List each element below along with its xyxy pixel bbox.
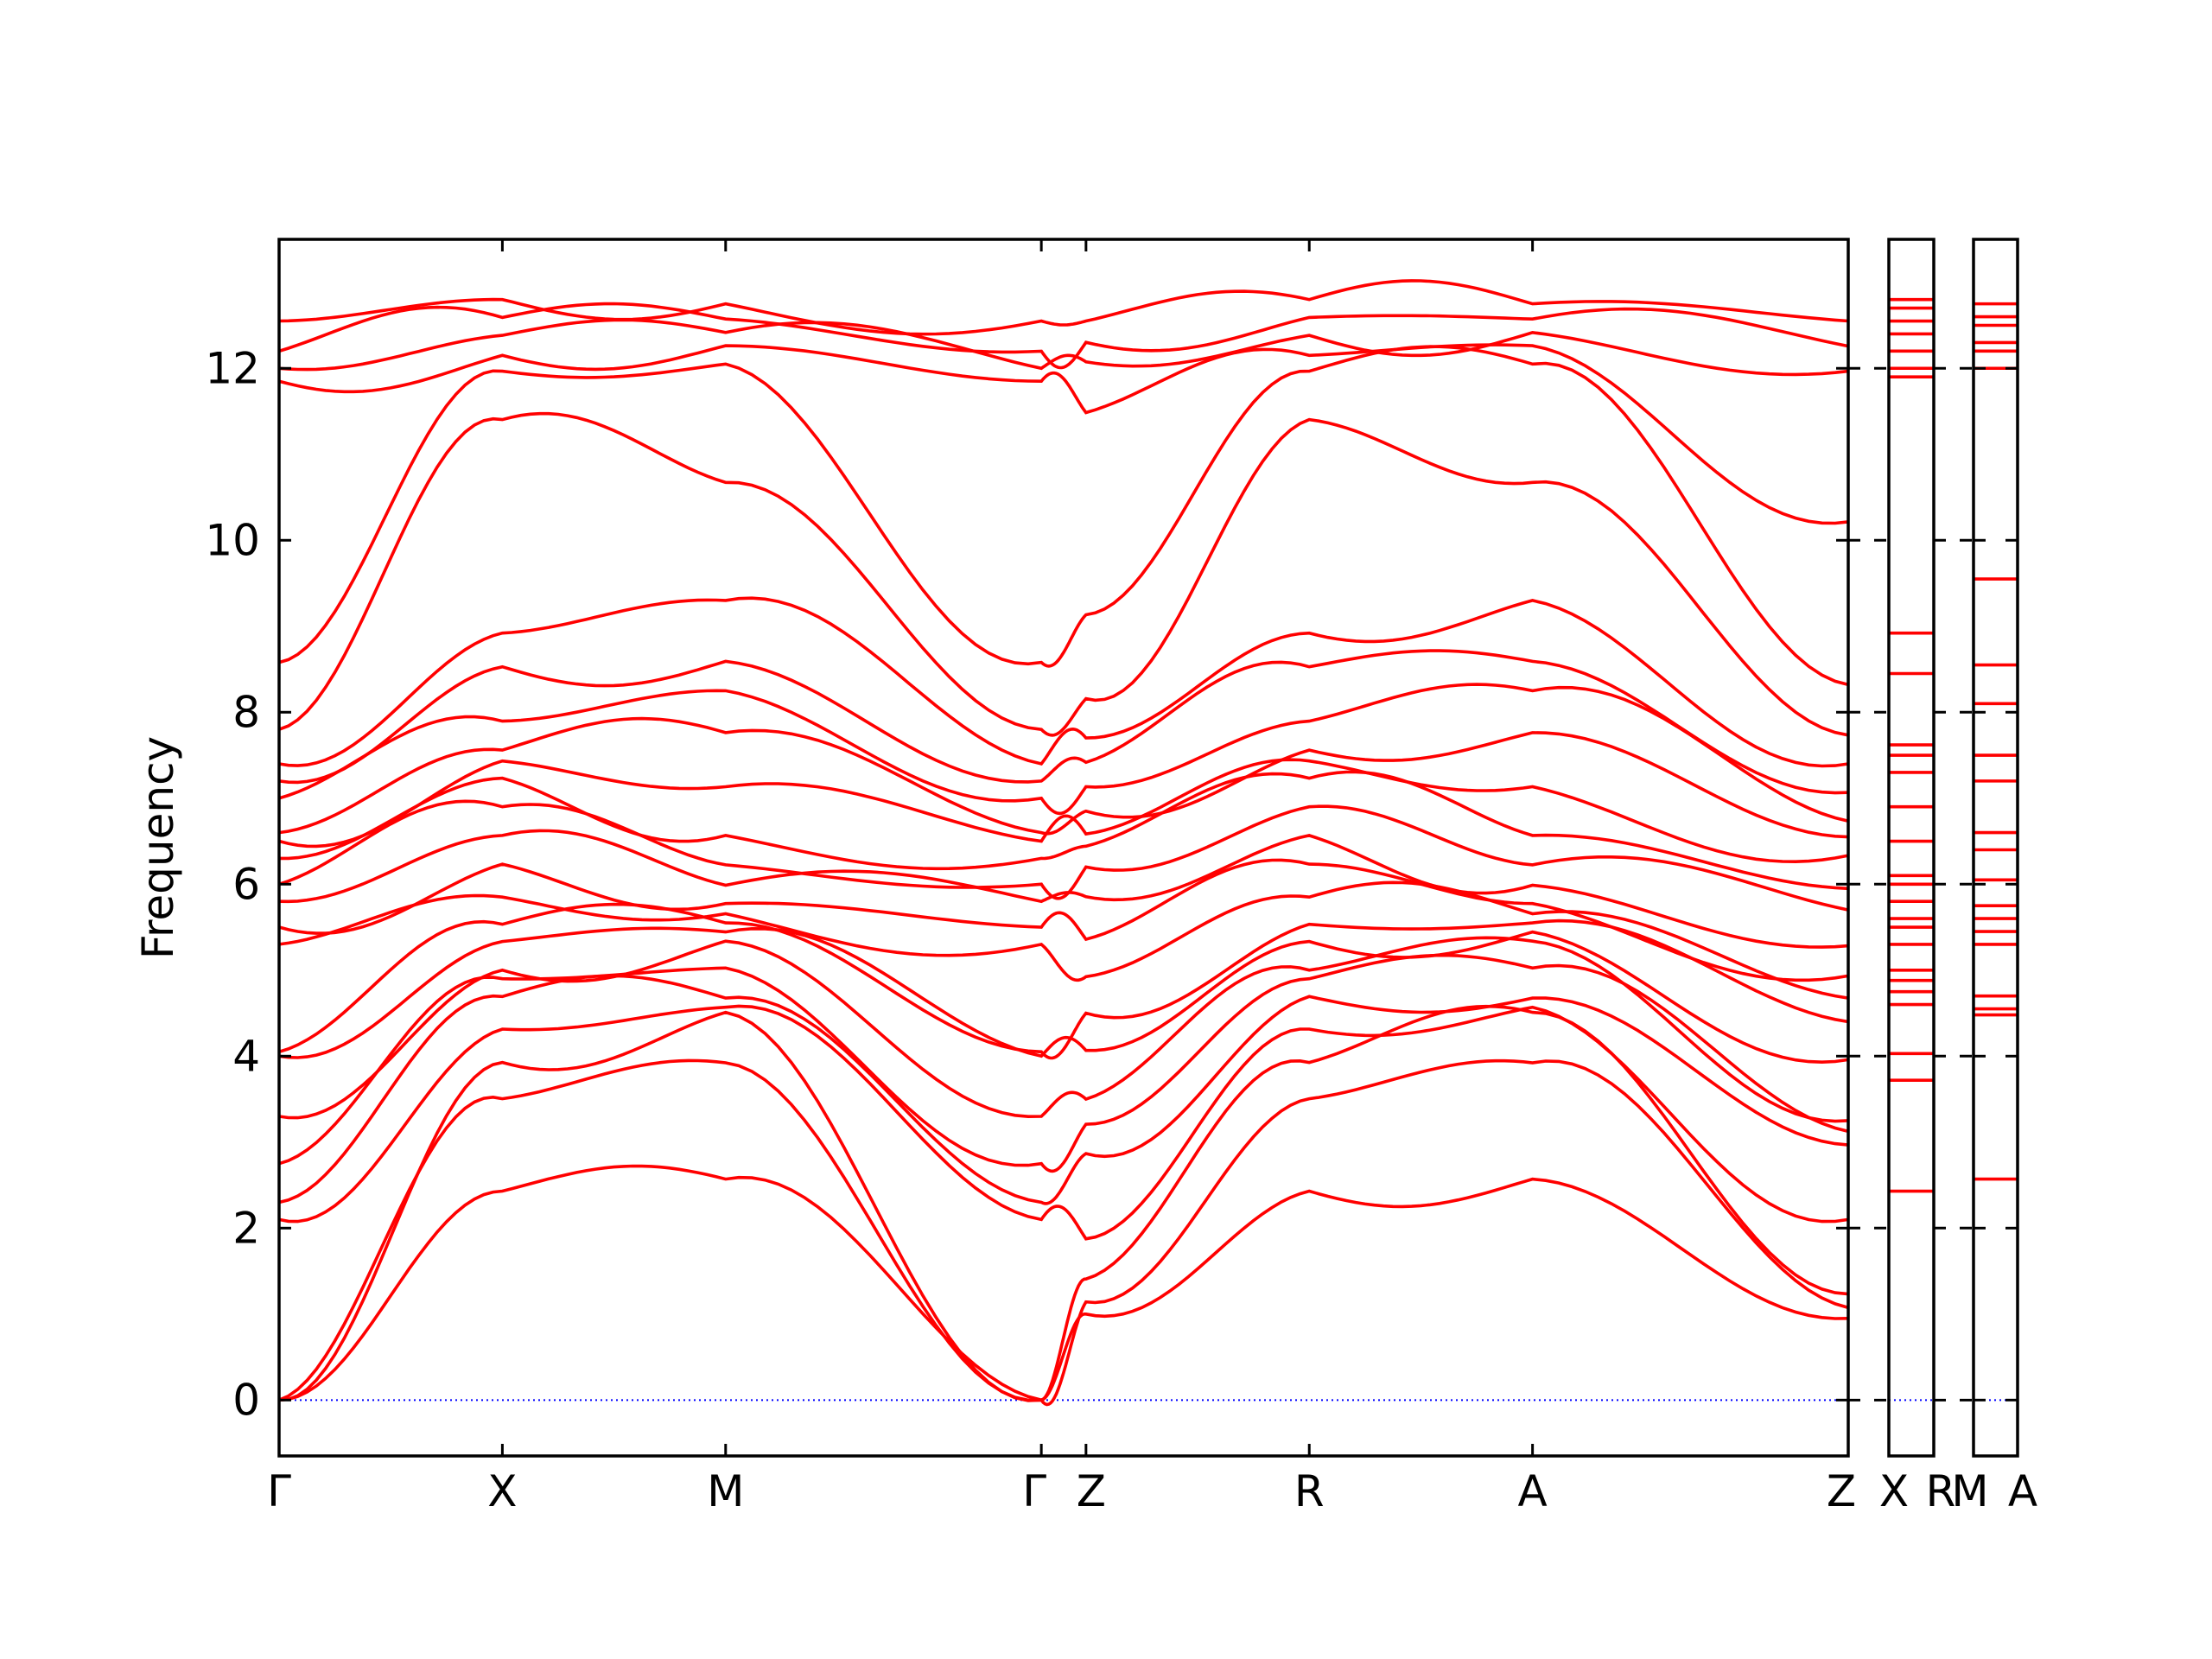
band-line [278,716,1849,839]
band-line [278,926,1849,1065]
panel-frames [277,238,2019,1458]
band-line [278,858,1849,982]
band-line [278,974,1849,1205]
x-tick-label: M [707,1466,744,1516]
band-line [278,596,1849,768]
y-tick-label: 12 [205,343,260,393]
y-tick-label: 8 [232,687,260,737]
band-line [279,770,1849,891]
panel-tick-dashes [1848,366,2018,1402]
x-tick-label: A [1518,1466,1548,1516]
x-tick-label: Z [1077,1466,1106,1516]
panel-frame [1972,238,2019,1458]
band-line [278,649,1849,795]
y-axis-label: Frequency [133,736,183,959]
y-tick-label: 0 [232,1375,260,1425]
band-line [278,683,1849,823]
band-line [278,345,1849,687]
band-line [278,829,1849,949]
band-line [278,1004,1849,1241]
x-tick-label: X [1879,1466,1909,1516]
band-line [278,1058,1849,1407]
band-line [278,902,1849,1060]
panel-frame [1887,238,1936,1458]
x-tick-label: R [1926,1466,1956,1516]
y-tick-label: 2 [232,1203,260,1253]
x-tick-label: Z [1827,1466,1856,1516]
x-tick-label: A [2008,1466,2037,1516]
panel-frame [277,238,1850,1458]
band-line [278,1164,1849,1402]
x-tick-label: Γ [267,1466,291,1516]
band-line [278,318,1849,377]
band-line [278,411,1849,737]
band-line [278,953,1849,1173]
band-line [278,799,1849,912]
x-tick-label: M [1951,1466,1988,1516]
y-tick-label: 4 [232,1031,260,1081]
band-line [278,936,1849,1123]
band-curves [278,279,2018,1407]
axis-ticks [277,239,1850,1456]
y-tick-label: 6 [232,859,260,909]
y-tick-label: 10 [205,515,260,565]
band-line [278,279,1849,336]
band-line [278,758,1849,864]
x-tick-label: R [1294,1466,1325,1516]
x-tick-label: X [487,1466,517,1516]
band-line [278,302,1849,370]
x-tick-label: Γ [1022,1466,1046,1516]
